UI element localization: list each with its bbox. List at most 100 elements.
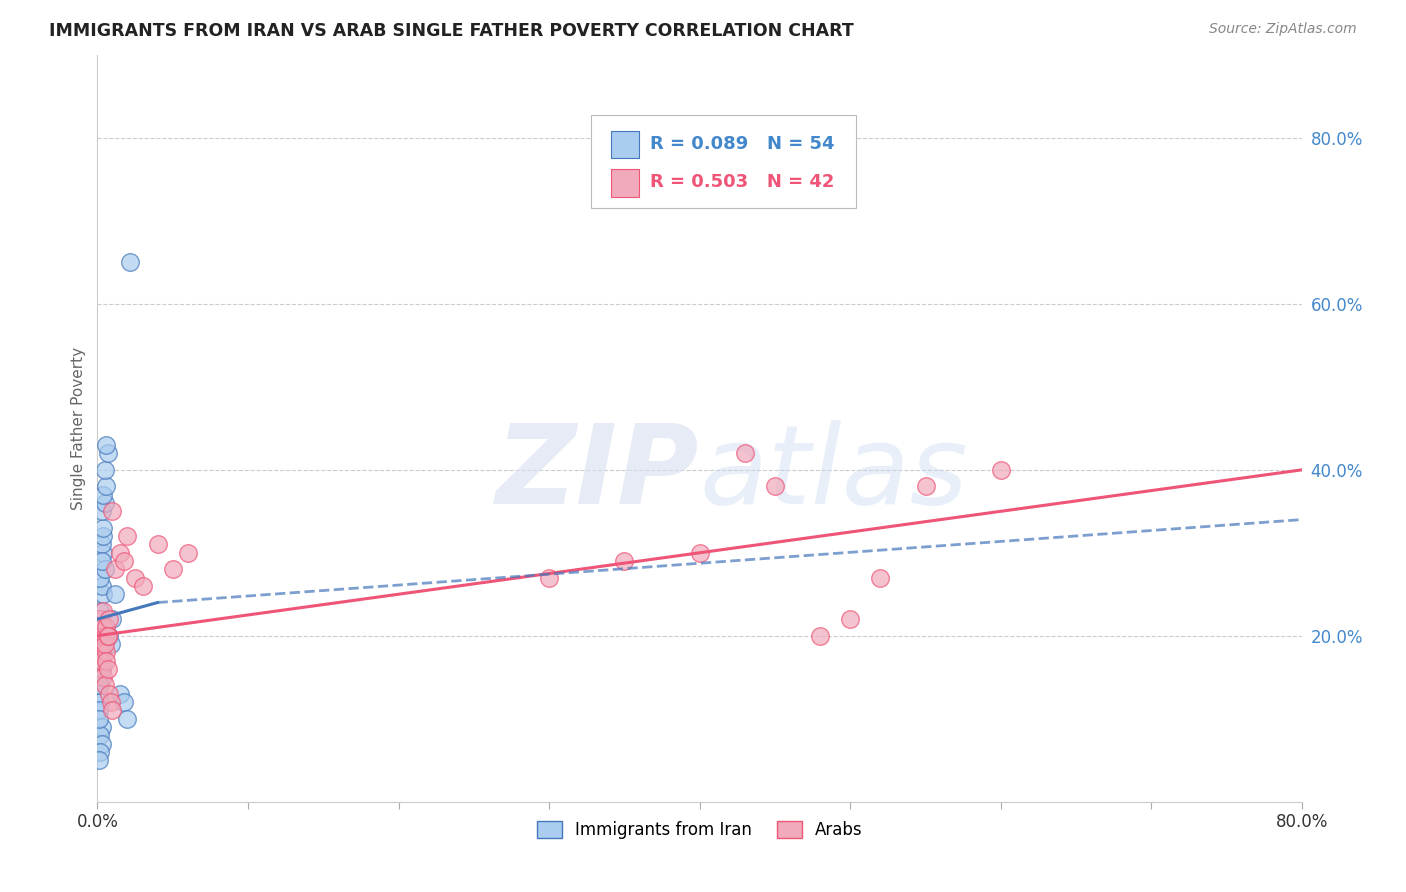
Point <box>87 612 110 626</box>
Point <box>734 446 756 460</box>
Y-axis label: Single Father Poverty: Single Father Poverty <box>72 347 86 510</box>
Point <box>93 529 115 543</box>
Point <box>117 712 139 726</box>
Point <box>98 687 121 701</box>
Point <box>131 579 153 593</box>
Point <box>90 662 112 676</box>
Point <box>93 620 115 634</box>
Point <box>90 504 112 518</box>
Point <box>94 562 117 576</box>
Point <box>87 662 110 676</box>
Text: R = 0.089   N = 54: R = 0.089 N = 54 <box>651 136 835 153</box>
Point <box>869 571 891 585</box>
Point <box>87 670 110 684</box>
Legend: Immigrants from Iran, Arabs: Immigrants from Iran, Arabs <box>530 814 869 846</box>
Point <box>89 670 111 684</box>
Point <box>96 438 118 452</box>
Text: ZIP: ZIP <box>496 419 700 526</box>
Point <box>97 662 120 676</box>
Point <box>90 720 112 734</box>
FancyBboxPatch shape <box>592 115 856 208</box>
Point <box>94 496 117 510</box>
Point <box>177 546 200 560</box>
Text: Source: ZipAtlas.com: Source: ZipAtlas.com <box>1209 22 1357 37</box>
Point <box>93 620 115 634</box>
Point <box>94 678 117 692</box>
Point <box>87 629 110 643</box>
Text: atlas: atlas <box>700 419 969 526</box>
Point <box>97 629 120 643</box>
Point <box>689 546 711 560</box>
Point <box>101 612 124 626</box>
Point <box>120 255 142 269</box>
Point <box>114 695 136 709</box>
Point <box>89 678 111 692</box>
Point <box>98 629 121 643</box>
Point <box>90 654 112 668</box>
Point <box>90 629 112 643</box>
Point <box>117 529 139 543</box>
Point <box>96 654 118 668</box>
Point <box>89 571 111 585</box>
Point <box>914 479 936 493</box>
Point <box>93 546 115 560</box>
Point <box>93 604 115 618</box>
Point <box>104 587 127 601</box>
Point <box>90 612 112 626</box>
FancyBboxPatch shape <box>610 169 640 196</box>
Point <box>89 637 111 651</box>
Point <box>808 629 831 643</box>
Point <box>108 546 131 560</box>
Point <box>96 620 118 634</box>
Point <box>101 703 124 717</box>
Point <box>89 654 111 668</box>
Point <box>93 587 115 601</box>
Point <box>538 571 561 585</box>
Point <box>89 604 111 618</box>
Point <box>97 629 120 643</box>
Point <box>90 645 112 659</box>
Point <box>101 504 124 518</box>
Point <box>89 728 111 742</box>
Point <box>87 703 110 717</box>
Point <box>89 645 111 659</box>
Point <box>90 637 112 651</box>
Point <box>96 645 118 659</box>
Point <box>100 637 122 651</box>
Text: R = 0.503   N = 42: R = 0.503 N = 42 <box>651 173 835 191</box>
Point <box>87 687 110 701</box>
Point <box>93 670 115 684</box>
Point <box>108 687 131 701</box>
Point <box>87 753 110 767</box>
Text: IMMIGRANTS FROM IRAN VS ARAB SINGLE FATHER POVERTY CORRELATION CHART: IMMIGRANTS FROM IRAN VS ARAB SINGLE FATH… <box>49 22 853 40</box>
Point <box>162 562 184 576</box>
Point <box>146 537 169 551</box>
Point <box>124 571 146 585</box>
Point <box>87 654 110 668</box>
Point <box>93 488 115 502</box>
FancyBboxPatch shape <box>610 131 640 158</box>
Point <box>87 712 110 726</box>
Point <box>90 537 112 551</box>
Point <box>89 612 111 626</box>
Point <box>89 620 111 634</box>
Point <box>100 695 122 709</box>
Point <box>90 737 112 751</box>
Point <box>94 463 117 477</box>
Point <box>87 678 110 692</box>
Point <box>89 745 111 759</box>
Point <box>839 612 862 626</box>
Point <box>90 662 112 676</box>
Point <box>89 695 111 709</box>
Point <box>89 629 111 643</box>
Point <box>97 446 120 460</box>
Point <box>114 554 136 568</box>
Point <box>94 637 117 651</box>
Point <box>93 521 115 535</box>
Point <box>90 554 112 568</box>
Point <box>87 629 110 643</box>
Point <box>990 463 1012 477</box>
Point <box>87 629 110 643</box>
Point <box>90 579 112 593</box>
Point <box>104 562 127 576</box>
